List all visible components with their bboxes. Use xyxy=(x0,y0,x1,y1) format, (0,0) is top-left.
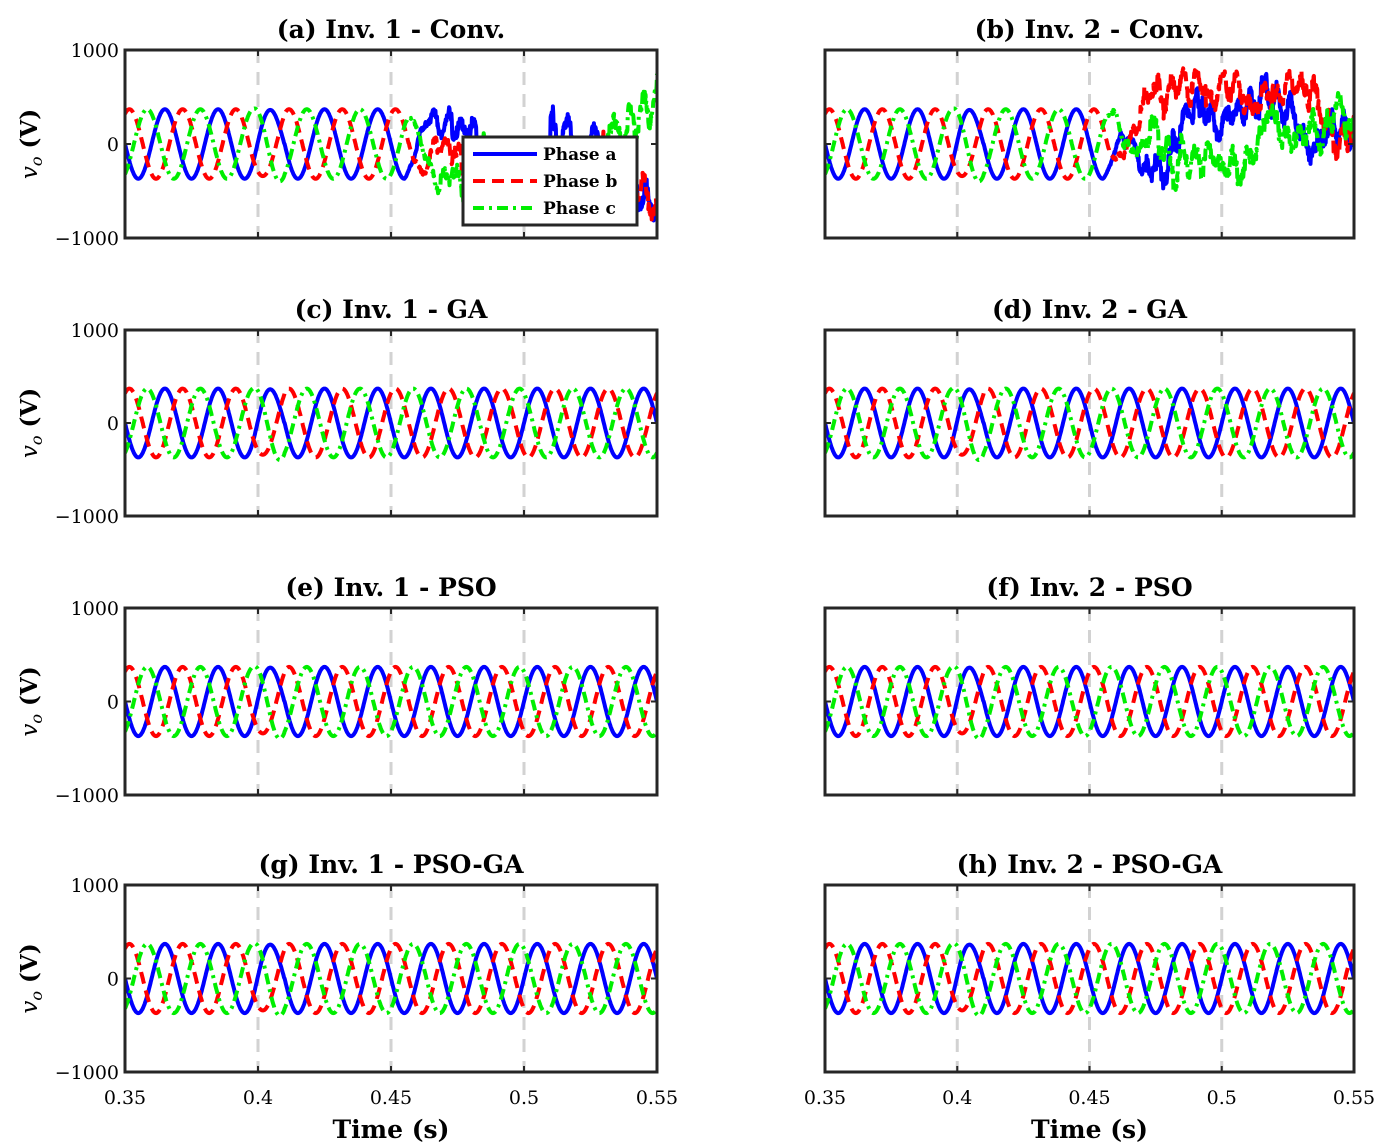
x-tick-label: 0.55 xyxy=(1333,1087,1375,1109)
traces xyxy=(125,385,657,462)
y-axis-label-unit: (V) xyxy=(16,109,43,157)
y-tick-label: −1000 xyxy=(55,785,119,807)
panel-a: −1000 0 1000 vo (V) (a) Inv. 1 - Conv. Phase … xyxy=(16,15,659,250)
y-axis-label-var: v xyxy=(17,166,43,179)
series-line-phase-a xyxy=(825,71,1354,191)
series-line-phase-c xyxy=(825,91,1354,193)
legend-entry: Phase b xyxy=(543,172,617,192)
x-axis-label: Time (s) xyxy=(333,1115,450,1144)
y-tick-label: 1000 xyxy=(71,875,119,897)
panel-title: (f) Inv. 2 - PSO xyxy=(986,573,1192,602)
x-axis-label: Time (s) xyxy=(1031,1115,1148,1144)
series-line-phase-a xyxy=(125,664,657,739)
y-axis-label-var: v xyxy=(17,1001,43,1014)
traces xyxy=(825,664,1354,741)
x-tick-label: 0.45 xyxy=(1068,1087,1110,1109)
series-line-phase-a xyxy=(825,941,1354,1016)
x-tick-label: 0.4 xyxy=(243,1087,273,1109)
panel-b: (b) Inv. 2 - Conv. xyxy=(823,15,1356,240)
panel-h: 0.35 0.4 0.45 0.5 0.55 Time (s) (h) Inv. 2 - P… xyxy=(804,850,1375,1144)
panel-title: (a) Inv. 1 - Conv. xyxy=(277,15,506,44)
panel-title: (g) Inv. 1 - PSO-GA xyxy=(259,850,525,879)
y-axis-label-sub: o xyxy=(27,156,46,166)
y-tick-label: −1000 xyxy=(55,228,119,250)
panel-c: −1000 0 1000 vo (V) (c) Inv. 1 - GA xyxy=(16,295,659,528)
y-axis-label-unit: (V) xyxy=(16,388,43,436)
traces xyxy=(825,385,1354,462)
y-axis-label: vo (V) xyxy=(16,388,46,458)
series-line-phase-b xyxy=(825,66,1354,181)
x-tick-label: 0.4 xyxy=(942,1087,972,1109)
panel-title: (c) Inv. 1 - GA xyxy=(295,295,488,324)
y-axis-label-unit: (V) xyxy=(16,666,43,714)
y-axis-label: vo (V) xyxy=(16,943,46,1013)
series-line-phase-c xyxy=(125,385,657,462)
panel-d: (d) Inv. 2 - GA xyxy=(823,295,1356,518)
traces xyxy=(825,941,1354,1018)
y-tick-label: −1000 xyxy=(55,1062,119,1084)
panel-f: (f) Inv. 2 - PSO xyxy=(823,573,1356,797)
series-line-phase-b xyxy=(825,941,1354,1016)
y-axis-label-sub: o xyxy=(27,714,46,724)
y-axis-label-unit: (V) xyxy=(16,943,43,991)
panel-title: (d) Inv. 2 - GA xyxy=(992,295,1188,324)
x-tick-label: 0.45 xyxy=(370,1087,412,1109)
x-tick-label: 0.5 xyxy=(509,1087,539,1109)
panel-title: (h) Inv. 2 - PSO-GA xyxy=(957,850,1223,879)
y-axis-label-sub: o xyxy=(27,991,46,1001)
legend-entry: Phase c xyxy=(543,199,616,219)
y-tick-label: 0 xyxy=(107,134,119,156)
series-line-phase-a xyxy=(825,664,1354,739)
series-line-phase-b xyxy=(125,941,657,1016)
y-axis-label: vo (V) xyxy=(16,666,46,736)
series-line-phase-b xyxy=(825,664,1354,739)
series-line-phase-a xyxy=(125,386,657,460)
panel-title: (e) Inv. 1 - PSO xyxy=(285,573,496,602)
x-tick-label: 0.5 xyxy=(1207,1087,1237,1109)
panel-g: −1000 0 1000 vo (V) 0.35 0.4 0.45 0.5 0.55 Time (… xyxy=(16,850,678,1144)
y-axis-label-var: v xyxy=(17,445,43,458)
y-tick-label: 0 xyxy=(107,692,119,714)
series-line-phase-c xyxy=(825,385,1354,462)
series-line-phase-a xyxy=(825,386,1354,460)
y-tick-label: 1000 xyxy=(71,598,119,620)
y-tick-label: 1000 xyxy=(71,320,119,342)
series-line-phase-b xyxy=(125,386,657,460)
x-tick-label: 0.35 xyxy=(804,1087,846,1109)
y-tick-label: 0 xyxy=(107,413,119,435)
series-line-phase-b xyxy=(825,386,1354,460)
traces xyxy=(125,941,657,1018)
y-axis-label-sub: o xyxy=(27,435,46,445)
traces xyxy=(825,66,1354,193)
legend: Phase a Phase b Phase c xyxy=(461,135,639,227)
y-tick-label: 0 xyxy=(107,969,119,991)
panel-e: −1000 0 1000 vo (V) (e) Inv. 1 - PSO xyxy=(16,573,659,807)
legend-entry: Phase a xyxy=(543,145,616,165)
series-line-phase-a xyxy=(125,104,657,223)
panel-title: (b) Inv. 2 - Conv. xyxy=(975,15,1205,44)
x-tick-label: 0.55 xyxy=(636,1087,678,1109)
y-tick-label: 1000 xyxy=(71,40,119,62)
y-tick-label: −1000 xyxy=(55,506,119,528)
y-axis-label-var: v xyxy=(17,724,43,737)
x-tick-label: 0.35 xyxy=(104,1087,146,1109)
traces xyxy=(125,664,657,741)
series-line-phase-a xyxy=(125,941,657,1016)
series-line-phase-b xyxy=(125,664,657,739)
y-axis-label: vo (V) xyxy=(16,109,46,179)
